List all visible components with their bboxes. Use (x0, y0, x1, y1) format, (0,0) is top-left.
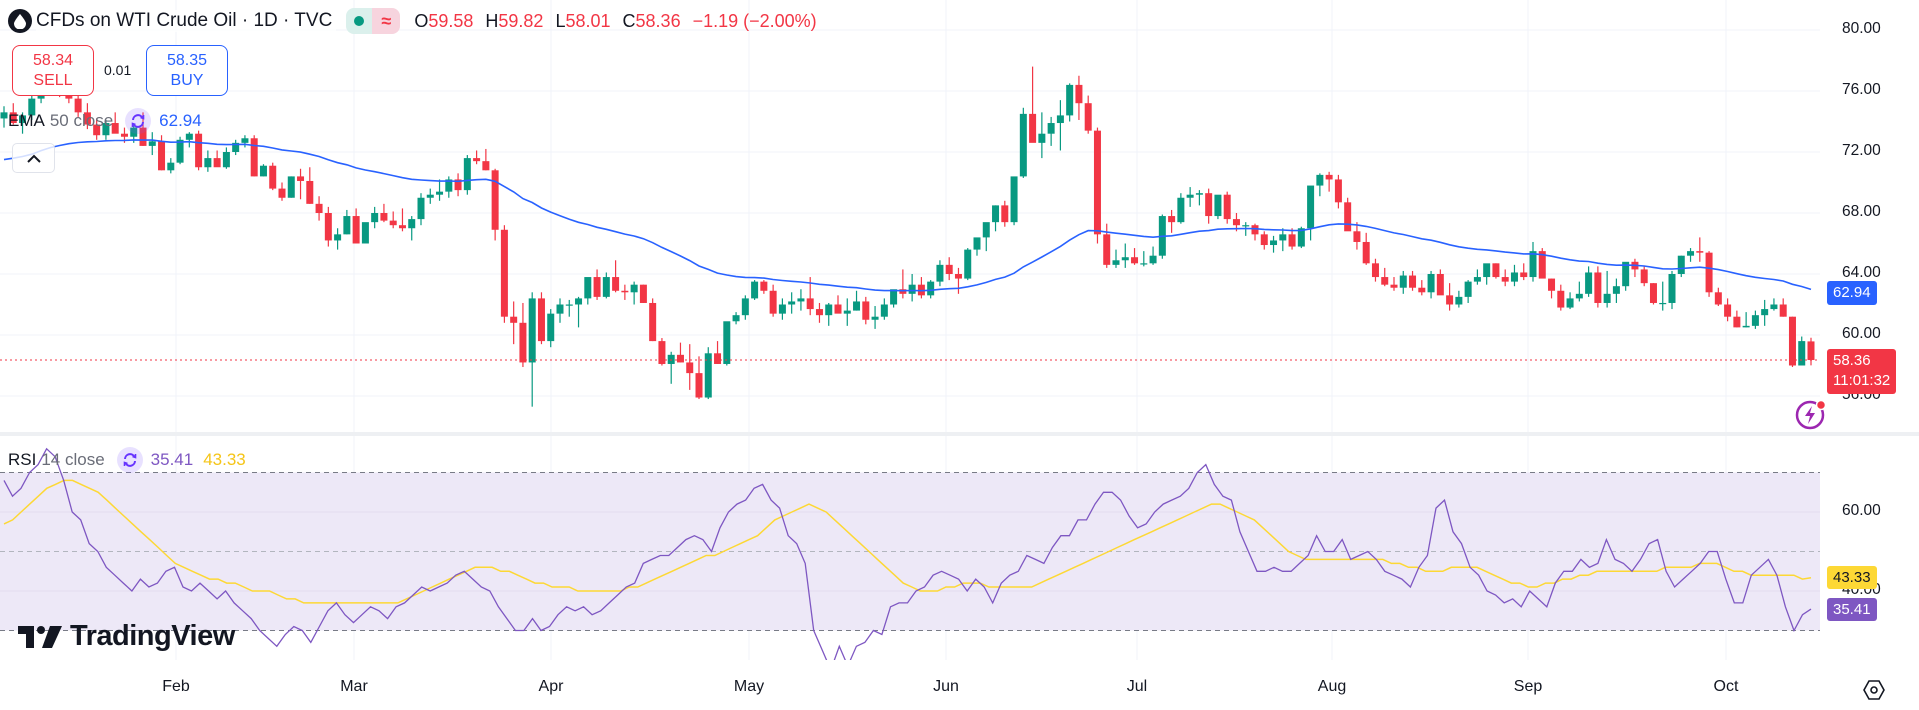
chart-settings-button[interactable] (1862, 678, 1886, 702)
tv-logo-icon (18, 625, 62, 648)
symbol-title[interactable]: CFDs on WTI Crude Oil · 1D · TVC (36, 10, 337, 32)
symbol-legend: CFDs on WTI Crude Oil · 1D · TVC ≈ O59.5… (8, 8, 824, 34)
data-delayed-icon: ≈ (372, 8, 401, 34)
market-open-dot-icon (346, 8, 373, 34)
price-axis-label: 64.00 (1842, 264, 1881, 281)
price-axis-label: 76.00 (1842, 81, 1881, 98)
time-axis-label: Oct (1713, 678, 1739, 695)
candles (0, 51, 1815, 407)
buy-button[interactable]: 58.35 BUY (146, 45, 228, 96)
chevron-up-icon (26, 154, 41, 163)
sell-price: 58.34 (32, 51, 74, 69)
ema-name: EMA (8, 111, 45, 130)
open-value: 59.58 (428, 10, 474, 31)
spread-value: 0.01 (104, 62, 132, 78)
bar-countdown: 11:01:32 (1833, 372, 1891, 389)
ema-params: 50 close (49, 111, 114, 130)
buy-label: BUY (170, 71, 204, 89)
rsi-params: 14 close (41, 450, 105, 469)
time-axis-label: May (733, 678, 765, 695)
lightning-icon (1795, 399, 1827, 430)
collapse-legend-button[interactable] (12, 143, 55, 173)
close-value: 58.36 (635, 10, 681, 31)
time-axis-label: Jul (1126, 678, 1148, 695)
time-axis-label: Apr (538, 678, 564, 695)
high-value: 59.82 (498, 10, 544, 31)
last-price-tag: 58.36 11:01:32 (1827, 349, 1897, 394)
time-axis-label: Mar (340, 678, 368, 695)
ema-price-tag: 62.94 (1827, 281, 1877, 305)
logo-text: TradingView (70, 620, 235, 652)
change-value: −1.19 (−2.00%) (692, 10, 817, 31)
rsi-ma-tag: 43.33 (1827, 566, 1877, 589)
rsi-legend[interactable]: RSI 14 close 35.41 43.33 (8, 447, 246, 473)
alert-button[interactable] (1794, 397, 1828, 431)
settings-hexagon-icon (1863, 680, 1885, 700)
rsi-value: 35.41 (150, 450, 194, 469)
buy-price: 58.35 (166, 51, 208, 69)
low-value: 58.01 (565, 10, 611, 31)
rsi-axis-label: 60.00 (1842, 502, 1881, 519)
rsi-name: RSI (8, 450, 37, 469)
sell-button[interactable]: 58.34 SELL (12, 45, 94, 96)
ema-legend[interactable]: EMA 50 close 62.94 (8, 108, 212, 134)
refresh-cycle-icon[interactable] (116, 447, 143, 473)
price-axis-label: 60.00 (1842, 325, 1881, 342)
price-axis-label: 72.00 (1842, 142, 1881, 159)
ohlc-values: O59.58 H59.82 L58.01 C58.36 −1.19 (−2.00… (414, 10, 817, 31)
tradingview-logo[interactable]: TradingView (18, 620, 235, 653)
time-axis-label: Aug (1317, 678, 1347, 695)
sell-label: SELL (33, 71, 73, 89)
rsi-tag: 35.41 (1827, 598, 1877, 621)
rsi-ma-value: 43.33 (203, 450, 246, 469)
market-status[interactable]: ≈ (346, 8, 401, 34)
last-price: 58.36 (1833, 352, 1871, 369)
time-axis-label: Feb (162, 678, 190, 695)
ema-value: 62.94 (159, 111, 202, 130)
time-axis-label: Jun (933, 678, 959, 695)
time-axis-label: Sep (1513, 678, 1543, 695)
price-axis-label: 80.00 (1842, 20, 1881, 37)
price-axis-label: 68.00 (1842, 203, 1881, 220)
oil-drop-icon (8, 9, 32, 33)
refresh-cycle-icon[interactable] (125, 108, 152, 134)
